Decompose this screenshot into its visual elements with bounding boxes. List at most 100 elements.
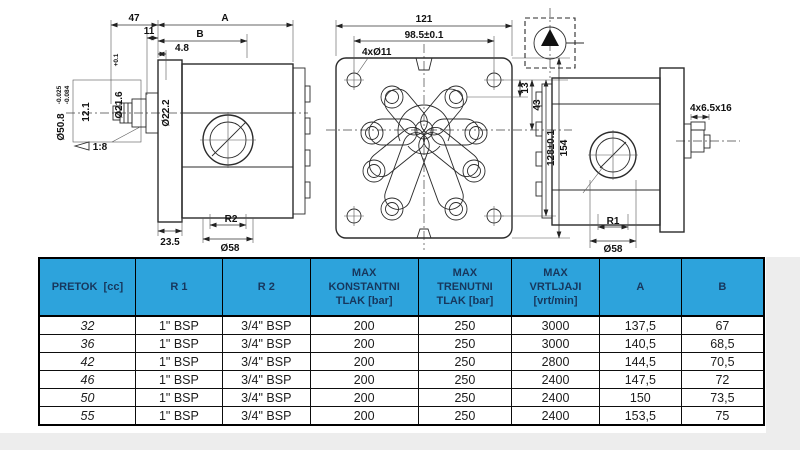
front-flange [157, 59, 183, 223]
table-cell: 140,5 [598, 334, 682, 353]
dim-R1: R1 [607, 216, 620, 227]
table-cell: 1" BSP [134, 334, 223, 353]
flow-triangle [541, 29, 559, 46]
table-cell: 1" BSP [134, 315, 223, 335]
col-header-b: B [680, 257, 765, 317]
table-cell: 3/4" BSP [221, 334, 311, 353]
dim-23-5: 23.5 [160, 237, 180, 248]
left-side-view: 1:8 47 A 11 B 4. [56, 13, 311, 254]
right-side-view: 4x6.5x16 R1 Ø58 [535, 67, 740, 255]
dim-50-8: Ø50.8 [56, 113, 67, 141]
table-row: 36 1" BSP 3/4" BSP 200 250 3000 140,5 68,5 [38, 334, 765, 353]
dim-22-2: Ø22.2 [161, 99, 172, 127]
table-cell: 2400 [511, 406, 600, 426]
dim-shaft-diameter-tol: +0.1 [113, 53, 120, 66]
table-cell: 153,5 [598, 406, 682, 426]
page-margin-right [766, 257, 800, 450]
col-header-max-trenutni-tlak: MAX TRENUTNI TLAK [bar] [417, 257, 513, 317]
table-cell: 250 [417, 370, 513, 389]
table-cell: 2800 [511, 352, 600, 371]
table-cell: 150 [598, 388, 682, 407]
dim-A: A [221, 13, 228, 24]
table-cell: 250 [417, 406, 513, 426]
rear-cover-ribs [304, 85, 311, 199]
table-cell: 75 [680, 406, 765, 426]
table-cell: 200 [309, 406, 419, 426]
taper-symbol [73, 126, 141, 151]
col-header-r1: R 1 [134, 257, 223, 317]
table-cell: 200 [309, 334, 419, 353]
rear-cover [292, 67, 306, 215]
dim-98-5: 98.5±0.1 [405, 30, 444, 41]
dim-12-1: 12.1 [81, 102, 92, 122]
table-cell: 46 [38, 370, 136, 389]
table-cell: 73,5 [680, 388, 765, 407]
table-cell: 250 [417, 388, 513, 407]
table-cell: 72 [680, 370, 765, 389]
port-circle [582, 130, 638, 194]
spec-table-body: 32 1" BSP 3/4" BSP 200 250 3000 137,5 67 36 1" BS… [38, 315, 765, 426]
table-cell: 70,5 [680, 352, 765, 371]
dimension-lines [110, 20, 294, 243]
dim-13: 13 [520, 82, 531, 94]
table-cell: 250 [417, 352, 513, 371]
table-cell: 50 [38, 388, 136, 407]
table-cell: 3/4" BSP [221, 352, 311, 371]
dim-4-8: 4.8 [175, 43, 189, 54]
table-cell: 144,5 [598, 352, 682, 371]
table-cell: 250 [417, 334, 513, 353]
rear-cover-ribs [535, 91, 543, 197]
table-cell: 3000 [511, 315, 600, 335]
table-cell: 36 [38, 334, 136, 353]
table-row: 50 1" BSP 3/4" BSP 200 250 2400 150 73,5 [38, 388, 765, 407]
table-cell: 1" BSP [134, 388, 223, 407]
dim-4x11-holes: 4xØ11 [362, 47, 392, 58]
dimension-lines [589, 114, 710, 248]
technical-drawing: 1:8 47 A 11 B 4. [56, 8, 740, 255]
table-row: 46 1" BSP 3/4" BSP 200 250 2400 147,5 72 [38, 370, 765, 389]
table-cell: 200 [309, 352, 419, 371]
dim-154: 154 [559, 139, 570, 156]
table-cell: 200 [309, 315, 419, 335]
dim-58-right: Ø58 [604, 244, 623, 255]
dim-50-8-tol-lower: -0.084 [64, 85, 71, 104]
col-header-pretok: PRETOK [cc] [38, 257, 136, 317]
table-cell: 147,5 [598, 370, 682, 389]
table-cell: 3000 [511, 334, 600, 353]
table-row: 32 1" BSP 3/4" BSP 200 250 3000 137,5 67 [38, 315, 765, 335]
table-row: 42 1" BSP 3/4" BSP 200 250 2800 144,5 70,5 [38, 352, 765, 371]
table-cell: 55 [38, 406, 136, 426]
table-cell: 1" BSP [134, 406, 223, 426]
table-cell: 32 [38, 315, 136, 335]
shaft [683, 121, 711, 159]
table-cell: 200 [309, 370, 419, 389]
dim-47: 47 [128, 13, 140, 24]
table-cell: 3/4" BSP [221, 406, 311, 426]
dim-121: 121 [416, 14, 433, 25]
table-cell: 67 [680, 315, 765, 335]
page-margin-bottom [0, 433, 800, 450]
dim-43: 43 [532, 99, 543, 111]
casting-pockets [368, 88, 480, 210]
dim-50-8-tol-upper: -0.025 [56, 85, 63, 104]
table-cell: 2400 [511, 370, 600, 389]
hydraulic-pump-symbol-icon [524, 8, 584, 78]
front-view: 121 98.5±0.1 4xØ11 13 43 128±0.1 154 [326, 14, 572, 250]
table-cell: 250 [417, 315, 513, 335]
spec-table: PRETOK [cc] R 1 R 2 MAX KONSTANTNI TLAK … [38, 257, 765, 426]
dim-11: 11 [144, 26, 155, 37]
flange-outline [335, 57, 513, 239]
table-cell: 3/4" BSP [221, 388, 311, 407]
header-row: PRETOK [cc] R 1 R 2 MAX KONSTANTNI TLAK … [38, 257, 765, 317]
dim-58-left: Ø58 [221, 243, 240, 254]
dim-taper: 1:8 [93, 142, 108, 153]
table-cell: 137,5 [598, 315, 682, 335]
center-bore [397, 104, 451, 155]
table-cell: 1" BSP [134, 352, 223, 371]
table-cell: 3/4" BSP [221, 315, 311, 335]
dim-B: B [196, 29, 203, 40]
col-header-max-vrtljaji: MAX VRTLJAJI [vrt/min] [511, 257, 600, 317]
dim-R2: R2 [225, 214, 238, 225]
table-cell: 200 [309, 388, 419, 407]
table-cell: 2400 [511, 388, 600, 407]
